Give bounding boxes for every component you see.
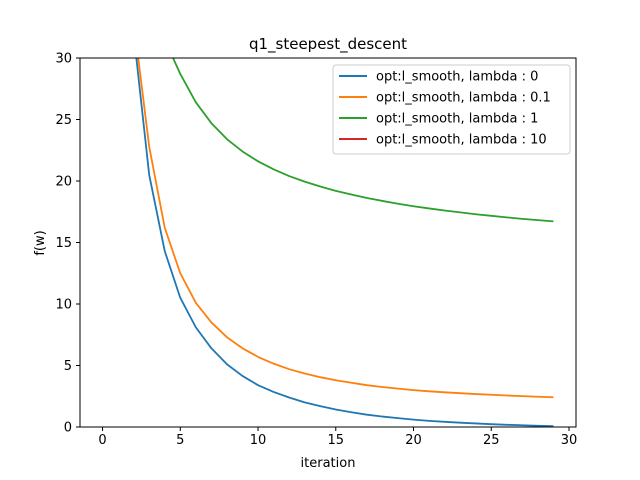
x-axis: 0 5 10 15 20 25 30: [98, 427, 577, 448]
legend: opt:l_smooth, lambda : 0 opt:l_smooth, la…: [332, 64, 571, 155]
x-tick-label: 0: [98, 433, 106, 448]
y-tick-label: 5: [64, 359, 72, 374]
x-axis-label: iteration: [301, 456, 356, 471]
legend-label-1: opt:l_smooth, lambda : 0.1: [376, 91, 551, 106]
x-tick-label: 30: [561, 433, 578, 448]
y-tick-label: 0: [64, 421, 72, 436]
y-tick-label: 15: [55, 236, 72, 251]
x-tick-label: 15: [328, 433, 345, 448]
y-tick-label: 20: [55, 175, 72, 190]
x-tick-label: 25: [483, 433, 500, 448]
y-axis-label: f(w): [33, 230, 48, 255]
x-tick-label: 20: [405, 433, 422, 448]
x-tick-label: 5: [176, 433, 184, 448]
y-tick-label: 25: [55, 113, 72, 128]
y-axis: 0 5 10 15 20 25 30: [55, 52, 80, 436]
x-tick-label: 10: [250, 433, 267, 448]
y-tick-label: 30: [55, 52, 72, 67]
legend-label-2: opt:l_smooth, lambda : 1: [376, 112, 538, 127]
series-line-0: [135, 58, 554, 427]
y-tick-label: 10: [55, 298, 72, 313]
chart-title: q1_steepest_descent: [249, 35, 407, 54]
series-line-2: [172, 58, 554, 223]
series-line-1: [137, 58, 554, 399]
legend-label-0: opt:l_smooth, lambda : 0: [376, 70, 538, 85]
legend-label-3: opt:l_smooth, lambda : 10: [376, 133, 547, 148]
legend-box: [332, 64, 571, 155]
